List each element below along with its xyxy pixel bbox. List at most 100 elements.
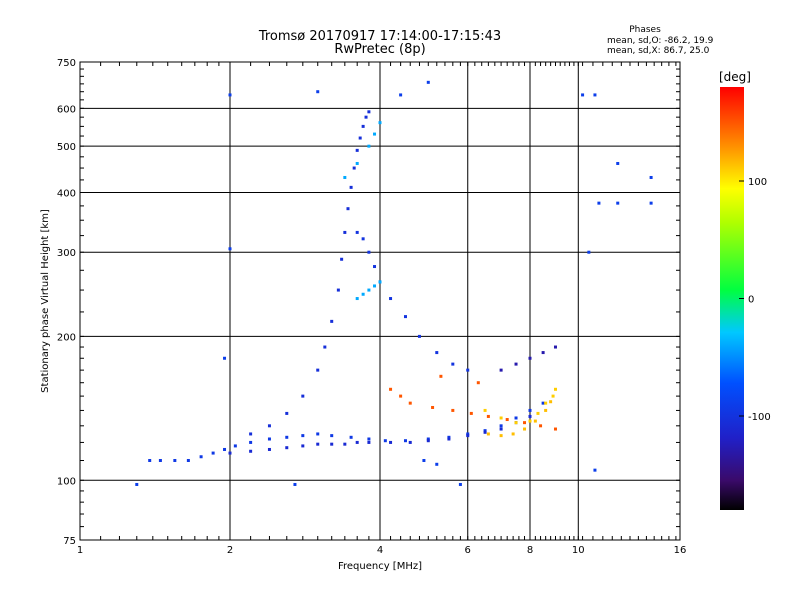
data-point [267, 424, 271, 428]
phase-info-o: mean, sd,O: -86.2, 19.9 [607, 36, 714, 46]
y-tick-label: 200 [57, 332, 76, 343]
data-point [616, 201, 620, 205]
y-axis-label: Stationary phase Virtual Height [km] [40, 209, 51, 393]
y-tick-label: 100 [57, 476, 76, 487]
y-tick-label: 400 [57, 188, 76, 199]
data-point [528, 419, 532, 423]
y-tick-label: 75 [63, 536, 76, 547]
data-point [378, 121, 382, 125]
data-point [228, 93, 232, 97]
data-point [373, 132, 377, 136]
data-point [389, 387, 393, 391]
data-point [330, 434, 334, 438]
data-point [383, 439, 387, 443]
data-point [228, 451, 232, 455]
data-point [466, 432, 470, 436]
data-point [649, 175, 653, 179]
y-tick-label: 500 [57, 142, 76, 153]
data-point [249, 449, 253, 453]
data-point [593, 93, 597, 97]
data-point [528, 408, 532, 412]
y-tick-label: 300 [57, 248, 76, 259]
data-point [199, 455, 203, 459]
data-point [173, 458, 177, 462]
grid-lines [80, 62, 680, 540]
data-point [367, 110, 371, 114]
data-point [361, 124, 365, 128]
data-point [486, 414, 490, 418]
data-point [148, 458, 152, 462]
phase-info-title: Phases [629, 25, 661, 35]
data-point [355, 297, 359, 301]
data-point [223, 447, 227, 451]
data-point [340, 257, 344, 261]
colorbar-ticks: 100 0 -100 [739, 177, 771, 423]
data-point [476, 381, 480, 385]
data-point [316, 368, 320, 372]
data-point [323, 345, 327, 349]
data-point [233, 444, 237, 448]
data-point [483, 408, 487, 412]
phase-info-x: mean, sd,X: 86.7, 25.0 [607, 46, 710, 56]
data-point [249, 440, 253, 444]
data-point [536, 411, 540, 415]
data-point [249, 432, 253, 436]
data-point [285, 435, 289, 439]
data-point [458, 482, 462, 486]
x-tick-label: 4 [377, 545, 383, 556]
colorbar-tick-label: 100 [748, 177, 767, 188]
data-point [435, 462, 439, 466]
data-point [343, 442, 347, 446]
data-point [447, 437, 451, 441]
data-point [447, 435, 451, 439]
data-point [553, 345, 557, 349]
data-point [355, 148, 359, 152]
y-tick-labels: 75 100 200 300 400 500 600 750 [57, 58, 76, 547]
data-point [343, 175, 347, 179]
data-point [267, 447, 271, 451]
chart-title: Tromsø 20170917 17:14:00-17:15:43 [258, 29, 501, 44]
data-point [469, 411, 473, 415]
data-point [551, 394, 555, 398]
data-point [593, 468, 597, 472]
data-point [316, 442, 320, 446]
data-point [553, 427, 557, 431]
data-point [330, 442, 334, 446]
data-points [135, 80, 653, 486]
data-point [403, 315, 407, 319]
data-point [514, 421, 518, 425]
data-point [358, 136, 362, 140]
x-tick-label: 6 [465, 545, 471, 556]
data-point [514, 362, 518, 366]
data-point [355, 440, 359, 444]
data-point [211, 451, 215, 455]
data-point [549, 400, 553, 404]
data-point [361, 237, 365, 241]
data-point [355, 230, 359, 234]
colorbar-tick-label: 0 [748, 295, 754, 306]
data-point [544, 401, 548, 405]
data-point [316, 432, 320, 436]
data-point [528, 414, 532, 418]
data-point [426, 80, 430, 84]
data-point [426, 437, 430, 441]
data-point [301, 434, 305, 438]
data-point [336, 288, 340, 292]
data-point [361, 292, 365, 296]
data-point [435, 351, 439, 355]
data-point [399, 93, 403, 97]
data-point [343, 230, 347, 234]
x-tick-labels: 1 2 4 6 8 10 16 [77, 545, 687, 556]
data-point [417, 334, 421, 338]
y-tick-label: 600 [57, 104, 76, 115]
chart-subtitle: RwPretec (8p) [334, 42, 425, 57]
data-point [505, 418, 509, 422]
data-point [403, 439, 407, 443]
data-point [587, 250, 591, 254]
data-point [367, 144, 371, 148]
data-point [483, 429, 487, 433]
y-tick-label: 750 [57, 58, 76, 69]
data-point [285, 446, 289, 450]
x-tick-label: 10 [572, 545, 585, 556]
data-point [597, 201, 601, 205]
